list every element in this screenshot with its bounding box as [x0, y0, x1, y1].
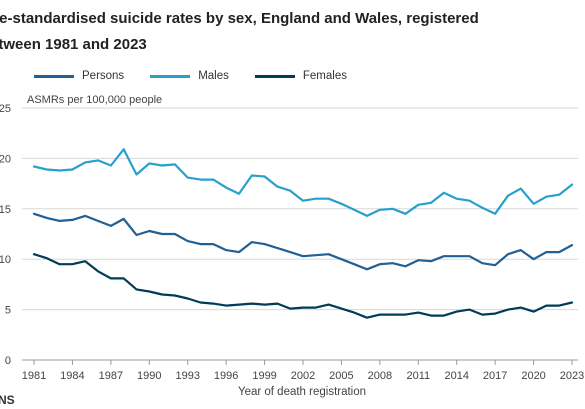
y-axis-label: ASMRs per 100,000 people	[27, 94, 163, 106]
x-tick-label-1984: 1984	[60, 370, 84, 382]
legend-label-males: Males	[198, 70, 229, 82]
x-tick-label-2002: 2002	[291, 370, 315, 382]
x-tick-label-2017: 2017	[483, 370, 507, 382]
series-line-females	[32, 253, 574, 319]
chart-title: ge-standardised suicide rates by sex, En…	[0, 6, 585, 58]
legend-item-males[interactable]: Males	[150, 70, 229, 82]
series-line-males	[32, 148, 574, 217]
x-tick-label-2023: 2023	[560, 370, 584, 382]
y-tick-label-5: 5	[5, 305, 11, 317]
legend-swatch-males	[150, 74, 191, 78]
legend-swatch-females	[254, 74, 295, 78]
x-tick-label-1981: 1981	[22, 370, 46, 382]
legend-label-persons: Persons	[82, 70, 125, 82]
x-tick-label-1993: 1993	[175, 370, 199, 382]
x-tick-label-1990: 1990	[137, 370, 161, 382]
legend-item-persons[interactable]: Persons	[34, 70, 124, 82]
y-tick-label-0: 0	[5, 355, 11, 367]
chart-legend: Persons Males Females	[34, 70, 373, 82]
x-tick-label-2020: 2020	[521, 370, 545, 382]
x-tick-label-2014: 2014	[444, 370, 468, 382]
y-tick-label-20: 20	[0, 153, 11, 165]
x-tick-label-2011: 2011	[406, 370, 430, 382]
y-tick-label-15: 15	[0, 204, 11, 216]
x-tick-label-1996: 1996	[214, 370, 238, 382]
source-fragment: NS	[0, 393, 15, 407]
x-tick-label-1999: 1999	[252, 370, 276, 382]
x-tick-label-1987: 1987	[99, 370, 123, 382]
chart-title-line-1: ge-standardised suicide rates by sex, En…	[0, 10, 479, 27]
chart-title-line-2: etween 1981 and 2023	[0, 36, 147, 53]
x-tick-label-2008: 2008	[368, 370, 392, 382]
legend-label-females: Females	[302, 70, 347, 82]
x-tick-label-2005: 2005	[329, 370, 353, 382]
y-tick-label-25: 25	[0, 103, 11, 115]
x-axis-label: Year of death registration	[238, 386, 366, 398]
legend-swatch-persons	[34, 74, 74, 78]
legend-item-females[interactable]: Females	[254, 70, 347, 82]
series-line-persons	[32, 212, 574, 271]
y-tick-label-10: 10	[0, 254, 11, 266]
